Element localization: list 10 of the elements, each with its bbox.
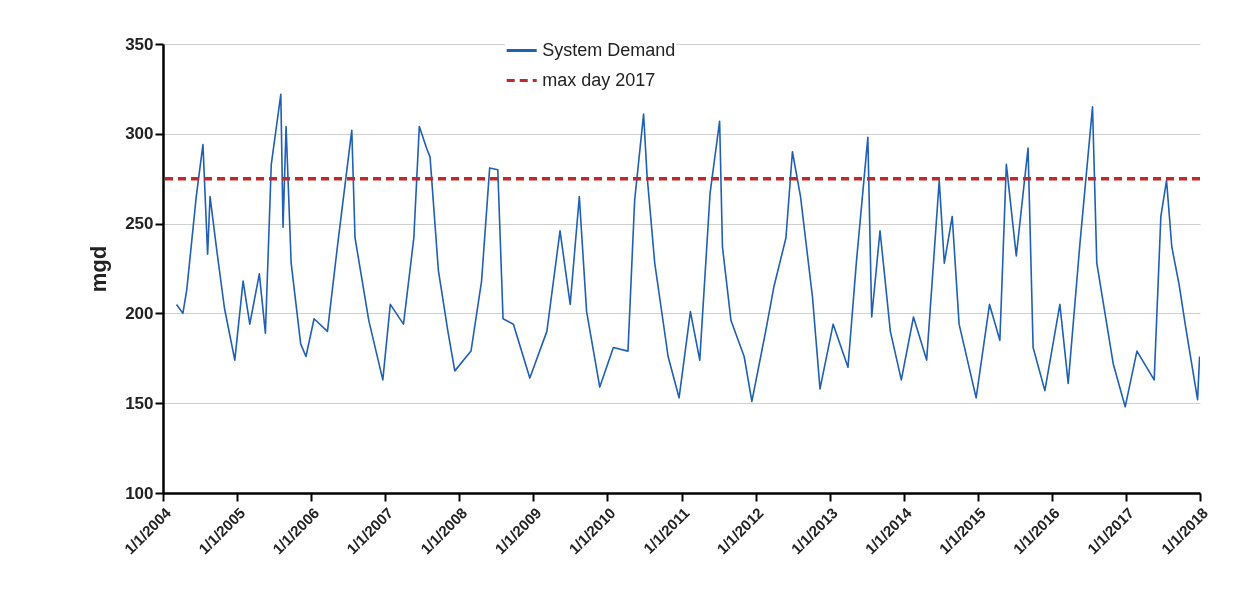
y-tick-label: 250 <box>125 214 154 234</box>
y-axis-title: mgd <box>86 245 112 293</box>
y-tick-label: 350 <box>125 34 154 54</box>
y-tick-label: 150 <box>125 393 154 413</box>
y-tick-label: 300 <box>125 124 154 144</box>
y-tick-label: 100 <box>125 483 154 503</box>
y-tick-label: 200 <box>125 303 154 323</box>
line-series <box>175 93 1200 408</box>
legend-label: max day 2017 <box>542 69 656 90</box>
legend-label: System Demand <box>542 39 676 60</box>
